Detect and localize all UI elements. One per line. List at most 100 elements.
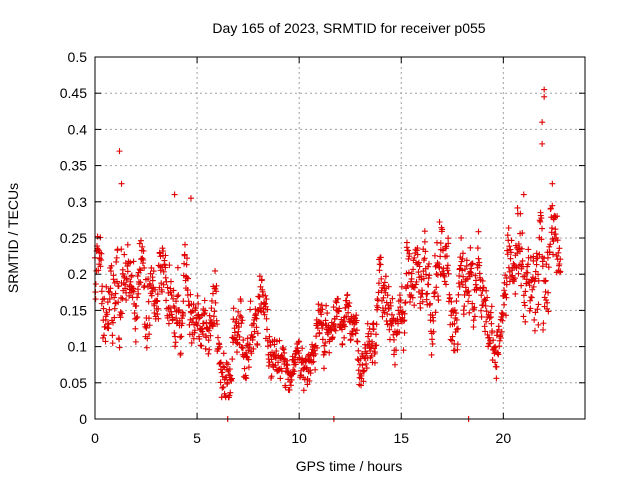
data-point — [432, 309, 439, 316]
data-point — [502, 312, 509, 319]
data-point — [554, 213, 561, 220]
data-point — [136, 266, 143, 273]
data-point — [556, 261, 563, 268]
data-point — [117, 309, 124, 316]
data-point — [353, 327, 360, 334]
data-point — [524, 269, 531, 276]
data-point — [333, 299, 340, 306]
data-point — [422, 271, 429, 278]
data-point — [373, 342, 380, 349]
data-point — [525, 261, 532, 268]
data-point — [235, 328, 242, 335]
data-point — [123, 297, 130, 303]
data-point — [554, 237, 561, 244]
data-point — [456, 272, 463, 279]
data-point — [267, 342, 274, 349]
data-point — [385, 283, 392, 290]
data-point — [537, 218, 544, 225]
data-point — [458, 279, 465, 286]
data-point — [192, 305, 199, 312]
data-point — [246, 341, 253, 348]
data-point — [94, 233, 101, 240]
data-point — [212, 299, 219, 306]
data-point — [105, 321, 112, 328]
data-point — [405, 255, 412, 262]
data-point — [130, 288, 137, 295]
data-point — [303, 364, 310, 371]
data-point — [458, 258, 465, 265]
data-point — [319, 325, 326, 332]
data-point — [323, 302, 330, 309]
data-point — [469, 260, 476, 267]
data-point — [191, 327, 198, 334]
data-point — [518, 282, 525, 289]
data-point — [377, 261, 384, 268]
data-point — [164, 284, 171, 291]
data-point — [206, 346, 213, 353]
data-point — [182, 241, 189, 248]
data-point — [213, 288, 220, 295]
data-point — [208, 305, 215, 312]
data-point — [528, 294, 535, 301]
data-point — [411, 302, 418, 309]
data-point — [355, 347, 362, 354]
data-point — [241, 365, 248, 372]
data-point — [237, 298, 244, 305]
data-point — [508, 249, 515, 256]
data-point — [499, 311, 506, 318]
data-point — [456, 283, 463, 290]
data-point — [171, 329, 178, 336]
data-point — [412, 281, 419, 288]
data-point — [528, 293, 535, 300]
data-point — [109, 340, 116, 347]
data-point — [214, 334, 221, 341]
data-point — [358, 382, 365, 389]
data-point — [373, 331, 380, 338]
data-point — [202, 345, 209, 352]
data-point — [422, 248, 429, 255]
data-point — [508, 237, 515, 244]
data-point — [110, 272, 117, 279]
data-point — [256, 273, 263, 280]
data-point — [141, 264, 148, 271]
data-point — [207, 332, 214, 339]
data-point — [436, 264, 443, 271]
data-point — [541, 294, 548, 301]
data-point — [547, 241, 554, 248]
data-point — [382, 273, 389, 280]
data-point — [253, 315, 260, 322]
data-point — [139, 243, 146, 250]
data-point — [141, 282, 148, 289]
data-point — [195, 315, 202, 322]
data-point — [459, 281, 466, 288]
data-point — [239, 317, 246, 324]
data-point — [376, 267, 383, 274]
data-point — [453, 326, 460, 333]
data-point — [544, 305, 551, 312]
data-point — [187, 291, 194, 298]
data-point — [405, 247, 412, 254]
data-point — [543, 297, 550, 304]
data-point — [538, 236, 545, 243]
data-point — [520, 191, 527, 198]
data-point — [324, 310, 331, 317]
data-point — [254, 330, 261, 337]
data-point — [289, 371, 296, 378]
data-point — [210, 313, 217, 320]
data-point — [146, 331, 153, 338]
data-point — [102, 316, 109, 323]
data-point — [268, 356, 275, 363]
data-point — [397, 304, 404, 311]
data-point — [251, 328, 258, 335]
data-point — [319, 306, 326, 313]
grid — [95, 57, 585, 419]
data-point — [145, 275, 152, 282]
data-point — [539, 263, 546, 270]
data-point — [435, 297, 442, 304]
data-point — [115, 299, 122, 306]
data-point — [437, 240, 444, 247]
data-point — [457, 262, 464, 269]
data-point — [233, 316, 240, 323]
data-point — [300, 387, 307, 394]
data-point — [197, 342, 204, 349]
